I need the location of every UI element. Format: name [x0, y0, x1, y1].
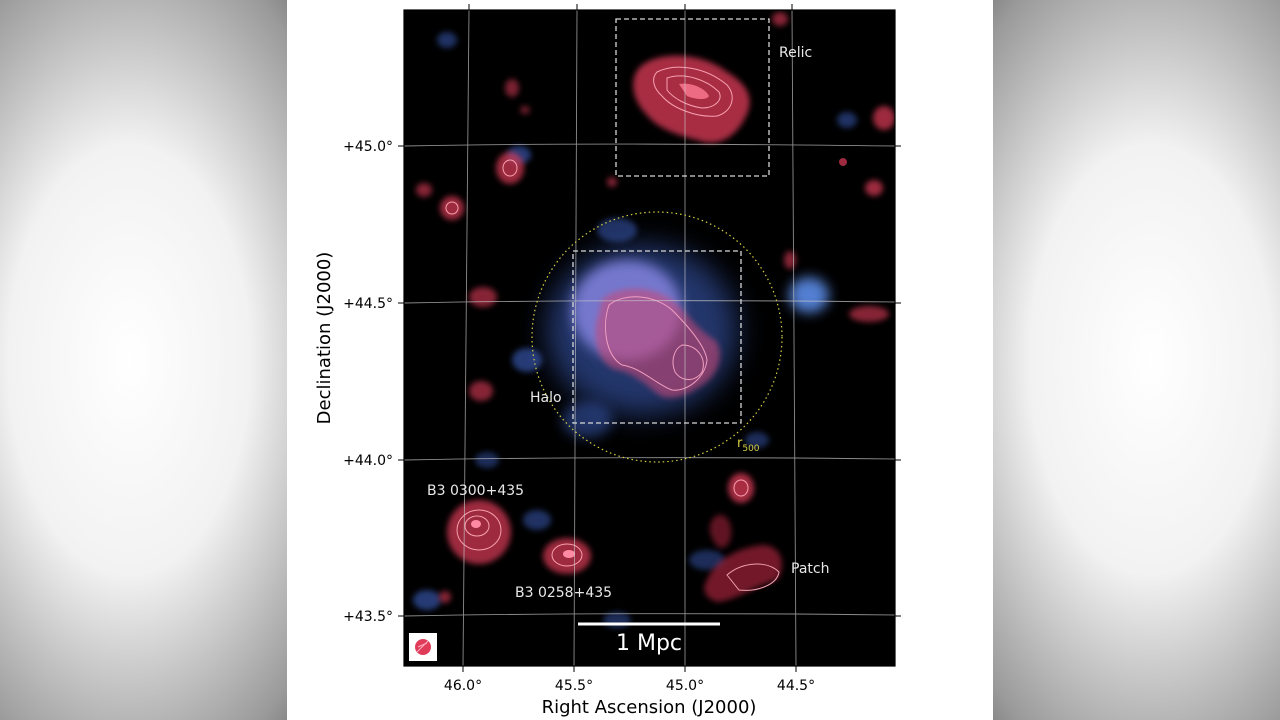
- dec-tick-label: +44.5°: [343, 296, 393, 312]
- radio-emission: [416, 12, 895, 603]
- plot-frame: [403, 9, 896, 667]
- dec-tick-label: +45.0°: [343, 139, 393, 155]
- halo-box: [572, 250, 742, 424]
- ra-tick-label: 46.0°: [444, 678, 482, 694]
- source-b3-0258-label: B3 0258+435: [515, 585, 612, 601]
- y-axis-title: Declination (J2000): [314, 252, 335, 425]
- relic-label: Relic: [779, 45, 812, 61]
- patch-label: Patch: [791, 561, 829, 577]
- coordinate-grid: [404, 10, 895, 666]
- figure-svg: Relic Halo r500 Patch B3 0300+435 B3 025…: [314, 4, 901, 718]
- dec-tick-label: +43.5°: [343, 609, 393, 625]
- astronomy-figure: Relic Halo r500 Patch B3 0300+435 B3 025…: [287, 0, 993, 720]
- r500-label: r500: [737, 436, 760, 454]
- right-blurred-border: [993, 0, 1280, 720]
- beam-ellipse: [415, 639, 431, 655]
- relic-box: [615, 18, 770, 177]
- r500-circle: [531, 211, 783, 463]
- dec-tick-label: +44.0°: [343, 453, 393, 469]
- left-blurred-border: [0, 0, 287, 720]
- ra-tick-label: 45.5°: [555, 678, 593, 694]
- scale-bar-label: 1 Mpc: [616, 631, 682, 656]
- halo-label: Halo: [530, 390, 562, 406]
- source-b3-0300-label: B3 0300+435: [427, 483, 524, 499]
- ra-tick-label: 44.5°: [777, 678, 815, 694]
- x-axis-title: Right Ascension (J2000): [542, 697, 757, 718]
- tick-marks: [398, 4, 901, 672]
- ra-tick-label: 45.0°: [666, 678, 704, 694]
